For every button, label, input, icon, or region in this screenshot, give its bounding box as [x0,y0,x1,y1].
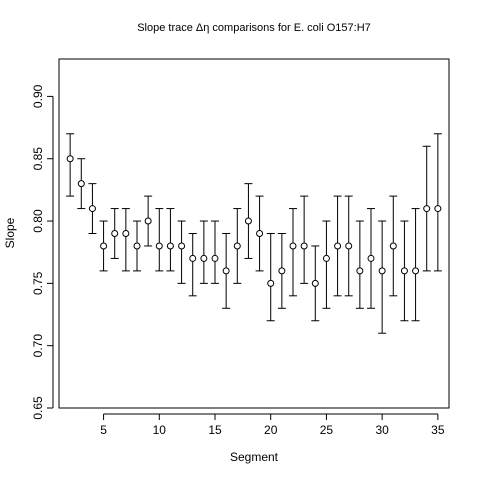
error-bar-marks [66,133,442,334]
data-point-group [144,195,153,247]
data-point-group [378,220,387,334]
data-point [389,242,397,250]
x-axis-label: Segment [230,450,279,464]
y-tick-label: 0.85 [31,147,45,171]
data-point-group [400,220,409,322]
data-point-group [77,158,86,210]
data-point-group [222,233,231,309]
data-point-group [88,183,97,234]
data-point-group [322,220,331,309]
data-point [434,205,442,213]
data-point [278,267,286,275]
data-point [100,242,108,250]
y-tick-label: 0.65 [31,396,45,420]
data-point [66,155,74,163]
data-point-group [66,133,75,197]
y-axis-label: Slope [3,217,17,248]
plot-frame [58,58,450,409]
data-point-group [211,220,219,284]
data-point [334,242,342,250]
data-point [322,254,330,262]
x-tick-label: 35 [431,423,445,437]
data-point [244,217,252,225]
data-point [300,242,308,250]
data-point-group [199,220,208,284]
x-tick-label: 30 [375,423,389,437]
data-point [178,242,186,250]
x-tick-label: 15 [208,423,222,437]
data-point-group [277,233,286,309]
data-point-group [266,233,275,322]
x-axis: 5 10 15 20 25 30 35 [100,413,445,437]
data-point [200,254,208,262]
data-point-group [367,208,375,309]
x-tick-label: 5 [100,423,107,437]
data-point [122,230,130,237]
y-tick-label: 0.70 [31,334,45,358]
data-point [155,242,163,250]
data-point-group [177,220,186,284]
data-point-group [188,233,197,297]
data-point-group [244,183,253,259]
data-point-group [300,195,309,284]
data-point [133,242,141,250]
y-tick-label: 0.75 [31,271,45,295]
data-point [345,242,353,250]
data-point [423,205,431,213]
data-point-group [422,145,431,272]
y-axis: 0.65 0.70 0.75 0.80 0.85 0.90 [31,84,54,420]
data-point [356,267,364,275]
data-point [77,180,85,188]
data-point-group [389,195,398,297]
data-point [211,254,219,262]
data-point-group [133,220,141,272]
y-tick-label: 0.90 [31,84,45,108]
data-point-group [255,195,264,272]
data-point [88,205,96,213]
x-tick-label: 10 [153,423,167,437]
data-point [233,242,241,250]
x-tick-label: 25 [320,423,334,437]
data-point-group [433,133,442,272]
data-point [222,267,230,275]
data-point-group [411,208,420,322]
data-point-group [344,195,353,297]
data-point [400,267,408,275]
data-point-group [233,208,242,284]
x-tick-label: 20 [264,423,278,437]
data-point [412,267,420,275]
data-point [289,242,297,250]
data-point [378,267,386,275]
data-point [144,217,152,225]
data-point [367,254,375,262]
data-point [311,279,319,287]
data-point-group [121,208,130,272]
chart-title: Slope trace Δη comparisons for E. coli O… [137,22,371,34]
y-tick-label: 0.80 [31,209,45,233]
data-point-group [311,245,320,322]
data-point-group [289,208,297,297]
data-point-group [355,220,364,309]
data-point [256,230,264,237]
data-point [267,279,275,287]
data-point-group [155,208,164,272]
data-point-group [333,195,342,297]
data-point [166,242,174,250]
data-point [189,254,197,262]
data-point-group [99,220,108,272]
data-point-group [110,208,119,259]
data-point [111,230,119,237]
data-point-group [166,208,175,272]
